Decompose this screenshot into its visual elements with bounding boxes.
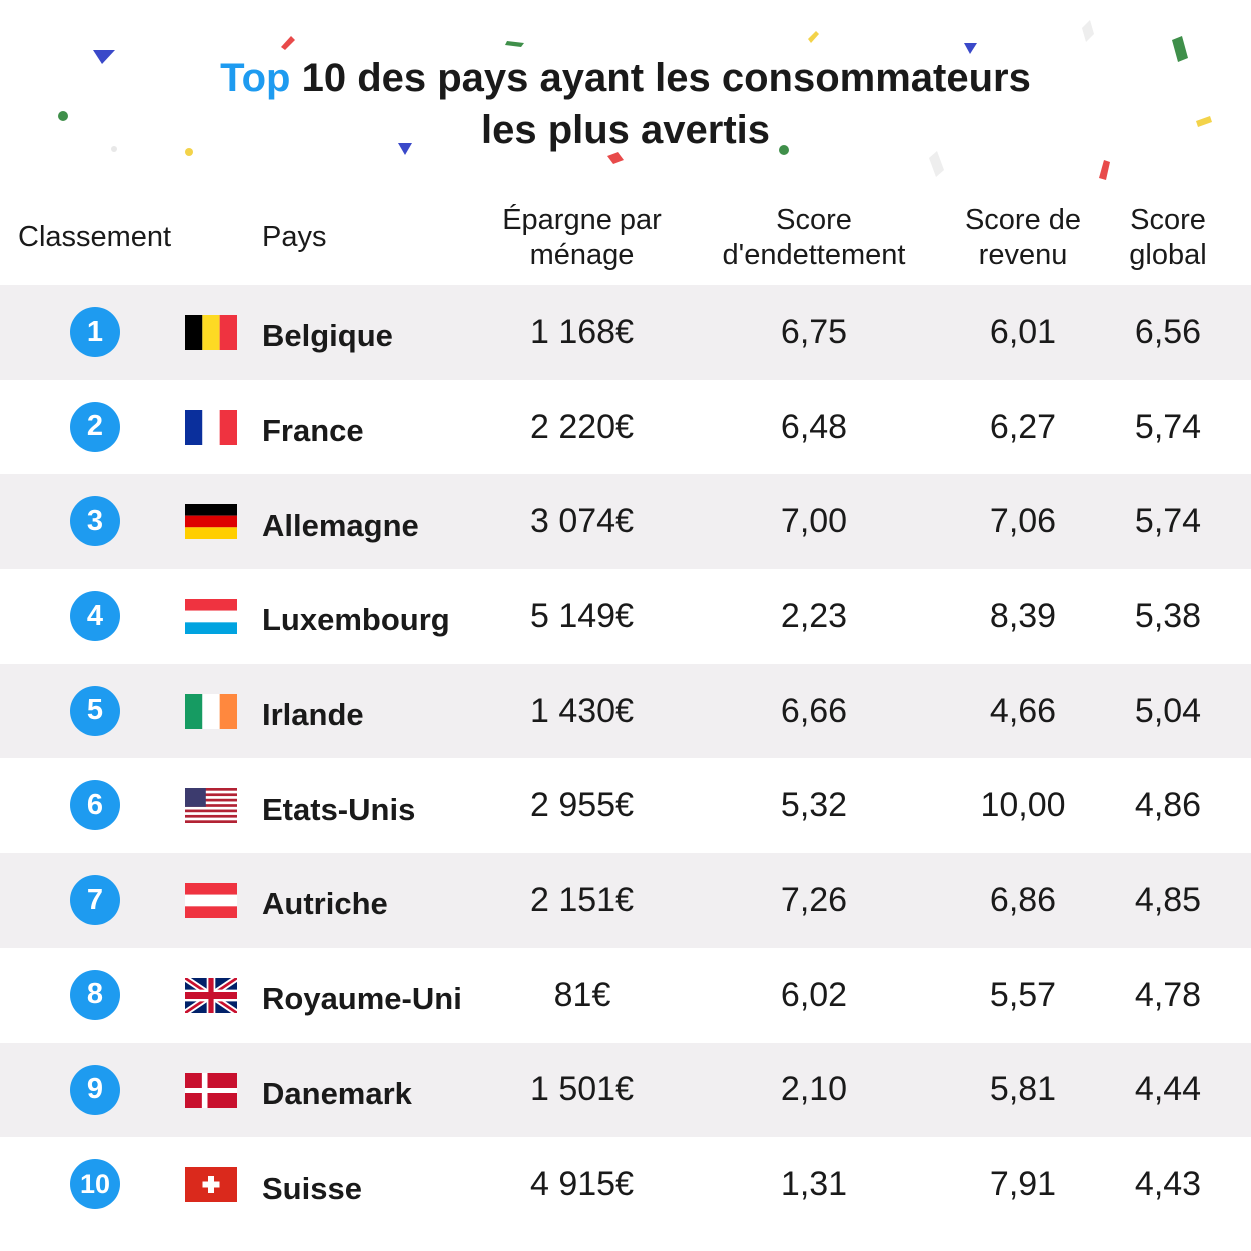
global-value: 5,74 bbox=[1134, 502, 1202, 541]
endettement-value: 1,31 bbox=[780, 1165, 848, 1204]
global-value: 4,78 bbox=[1134, 975, 1202, 1014]
revenu-value: 6,01 bbox=[989, 312, 1057, 351]
epargne-value: 2 955€ bbox=[530, 786, 634, 825]
epargne-value: 1 168€ bbox=[530, 312, 634, 351]
country-name: Etats-Unis bbox=[262, 791, 416, 827]
endettement-value: 6,75 bbox=[780, 312, 848, 351]
table-row: 2 France 2 220€ 6,48 6,27 5,74 bbox=[0, 380, 1251, 475]
uk-flag-icon bbox=[185, 977, 237, 1013]
header-revenu: Score de revenu bbox=[964, 203, 1082, 271]
endettement-value: 6,48 bbox=[780, 407, 848, 446]
title-line2: les plus avertis bbox=[480, 108, 771, 152]
epargne-value: 1 501€ bbox=[530, 1070, 634, 1109]
revenu-value: 4,66 bbox=[989, 691, 1057, 730]
table-row: 3 Allemagne 3 074€ 7,00 7,06 5,74 bbox=[0, 474, 1251, 570]
rank-badge: 7 bbox=[70, 875, 120, 926]
revenu-value: 5,81 bbox=[989, 1070, 1057, 1109]
endettement-value: 6,02 bbox=[780, 975, 848, 1014]
endettement-value: 5,32 bbox=[780, 786, 848, 825]
endettement-value: 7,26 bbox=[780, 880, 848, 919]
revenu-value: 7,91 bbox=[989, 1165, 1057, 1204]
epargne-value: 2 151€ bbox=[530, 880, 634, 919]
epargne-value: 81€ bbox=[553, 975, 611, 1014]
usa-flag-icon bbox=[185, 788, 237, 824]
rank-badge: 1 bbox=[70, 307, 120, 357]
header-epargne: Épargne par ménage bbox=[502, 203, 662, 271]
france-flag-icon bbox=[185, 409, 237, 445]
rank-badge: 3 bbox=[70, 496, 120, 547]
country-name: Danemark bbox=[262, 1075, 412, 1111]
endettement-value: 7,00 bbox=[780, 502, 848, 541]
table-row: 6 Etats-Unis 2 955€ 5,32 10,00 4,86 bbox=[0, 758, 1251, 853]
rank-badge: 4 bbox=[70, 591, 120, 642]
rank-badge: 2 bbox=[70, 401, 120, 452]
endettement-value: 6,66 bbox=[780, 691, 848, 730]
page-title: Top 10 des pays ayant les consommateurs … bbox=[0, 52, 1251, 156]
revenu-value: 8,39 bbox=[989, 596, 1057, 635]
austria-flag-icon bbox=[185, 883, 237, 919]
switzerland-flag-icon bbox=[185, 1167, 237, 1203]
endettement-value: 2,10 bbox=[780, 1070, 848, 1109]
revenu-value: 5,57 bbox=[989, 975, 1057, 1014]
ireland-flag-icon bbox=[185, 693, 237, 729]
global-value: 6,56 bbox=[1134, 312, 1202, 351]
rank-badge: 8 bbox=[70, 969, 120, 1020]
country-name: Royaume-Uni bbox=[262, 981, 462, 1017]
rank-badge: 6 bbox=[70, 780, 120, 831]
global-value: 4,43 bbox=[1134, 1165, 1202, 1204]
header-global: Score global bbox=[1129, 203, 1207, 271]
table-header: Classement Pays Épargne par ménage Score d… bbox=[0, 190, 1251, 285]
global-value: 5,74 bbox=[1134, 407, 1202, 446]
global-value: 5,04 bbox=[1134, 691, 1202, 730]
table-row: 1 Belgique 1 168€ 6,75 6,01 6,56 bbox=[0, 285, 1251, 380]
endettement-value: 2,23 bbox=[780, 596, 848, 635]
country-name: Autriche bbox=[262, 886, 388, 922]
confetti-decoration bbox=[58, 20, 1212, 180]
global-value: 5,38 bbox=[1134, 596, 1202, 635]
table-row: 7 Autriche 2 151€ 7,26 6,86 4,85 bbox=[0, 853, 1251, 948]
country-name: France bbox=[262, 413, 364, 449]
header-endettement: Score d'endettement bbox=[722, 203, 906, 271]
revenu-value: 10,00 bbox=[980, 786, 1066, 825]
rank-badge: 10 bbox=[70, 1159, 120, 1210]
revenu-value: 6,27 bbox=[989, 407, 1057, 446]
epargne-value: 3 074€ bbox=[530, 502, 634, 541]
title-line1: 10 des pays ayant les consommateurs bbox=[290, 56, 1031, 100]
country-name: Belgique bbox=[262, 318, 393, 354]
denmark-flag-icon bbox=[185, 1072, 237, 1108]
rank-badge: 5 bbox=[70, 685, 120, 736]
epargne-value: 1 430€ bbox=[530, 691, 634, 730]
header-country: Pays bbox=[262, 221, 327, 253]
luxembourg-flag-icon bbox=[185, 599, 237, 635]
country-name: Irlande bbox=[262, 697, 364, 733]
belgium-flag-icon bbox=[185, 315, 237, 350]
revenu-value: 6,86 bbox=[989, 880, 1057, 919]
country-name: Luxembourg bbox=[262, 602, 450, 638]
global-value: 4,85 bbox=[1134, 880, 1202, 919]
country-name: Suisse bbox=[262, 1170, 362, 1206]
epargne-value: 2 220€ bbox=[530, 407, 634, 446]
table-row: 4 Luxembourg 5 149€ 2,23 8,39 5,38 bbox=[0, 569, 1251, 664]
rank-badge: 9 bbox=[70, 1064, 120, 1115]
country-name: Allemagne bbox=[262, 507, 419, 543]
header-rank: Classement bbox=[18, 221, 172, 253]
table-row: 10 Suisse 4 915€ 1,31 7,91 4,43 bbox=[0, 1137, 1251, 1232]
ranking-table: 1 Belgique 1 168€ 6,75 6,01 6,56 2 Franc… bbox=[0, 285, 1251, 1232]
global-value: 4,44 bbox=[1134, 1070, 1202, 1109]
epargne-value: 4 915€ bbox=[530, 1165, 634, 1204]
germany-flag-icon bbox=[185, 504, 237, 540]
title-accent: Top bbox=[220, 56, 291, 100]
global-value: 4,86 bbox=[1134, 786, 1202, 825]
revenu-value: 7,06 bbox=[989, 502, 1057, 541]
table-row: 8 Royaume-Uni 81€ 6,02 5,57 4,78 bbox=[0, 948, 1251, 1043]
table-row: 9 Danemark 1 501€ 2,10 5,81 4,44 bbox=[0, 1042, 1251, 1138]
epargne-value: 5 149€ bbox=[530, 596, 634, 635]
table-row: 5 Irlande 1 430€ 6,66 4,66 5,04 bbox=[0, 663, 1251, 759]
